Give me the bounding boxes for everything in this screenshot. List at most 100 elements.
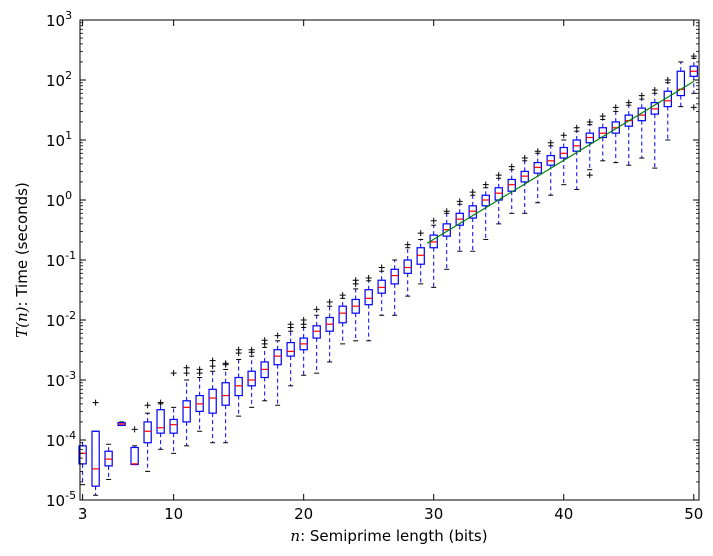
box-n-39 [546,139,555,196]
box-n-12 [195,366,204,432]
box-n-46 [637,92,646,159]
outlier-marker [209,363,216,370]
outlier-marker [300,317,307,323]
box-n-24 [351,277,360,342]
box-n-40 [559,132,568,186]
box-n-26 [377,264,386,316]
outlier-marker [287,321,294,328]
box-n-37 [520,155,529,214]
x-tick-label: 10 [164,505,183,523]
y-tick-label: 103 [46,9,72,30]
outlier-marker [625,99,632,106]
outlier-marker [157,399,164,406]
outlier-marker [495,172,502,179]
box-n-23 [338,292,347,345]
box-iqr [130,446,139,466]
box-iqr [364,289,373,306]
box-iqr [143,421,152,444]
box-n-5 [104,443,113,480]
outlier-marker [183,364,190,371]
outlier-marker [274,332,281,339]
outlier-marker [560,132,567,139]
y-tick-label: 101 [46,129,72,150]
y-tick-label: 100 [46,189,72,210]
box-iqr [286,342,295,357]
outlier-marker [534,148,541,155]
outlier-marker [183,370,190,377]
box-n-10 [169,370,178,454]
box-n-9 [156,399,165,450]
box-iqr [156,409,165,434]
outlier-marker [222,360,229,367]
outlier-marker [417,230,424,237]
y-axis-label-var: T(n) [13,306,31,338]
outlier-marker [131,426,138,433]
box-iqr [169,418,178,434]
box-iqr [637,107,646,122]
x-tick-label: 3 [78,505,88,523]
outlier-marker [638,92,645,99]
box-iqr [312,325,321,339]
y-axis-label: T(n): Time (seconds) [13,182,31,338]
x-axis-label-var: n [290,527,300,545]
box-n-47 [650,87,659,169]
outlier-marker [456,198,463,205]
box-iqr [403,259,412,274]
box-n-20 [299,317,308,376]
y-tick-label: 10-2 [46,309,76,330]
x-tick-label: 30 [424,505,443,523]
axis-ticks: 3 10 20 30 40 50 10-5 10-4 10-3 10-2 10-1 100 101 102… [46,9,703,523]
box-n-18 [273,332,282,406]
box-iqr [247,370,256,387]
outlier-marker [573,124,580,131]
box-n-42 [585,118,594,179]
box-iqr [416,247,425,265]
fit-line [426,80,695,244]
box-iqr [468,205,477,219]
x-tick-label: 40 [554,505,573,523]
box-n-7 [130,426,139,466]
outlier-marker [196,366,203,373]
box-n-6 [117,421,126,427]
outlier-marker [404,241,411,248]
x-tick-label: 50 [684,505,703,523]
y-axis-label-text: : Time (seconds) [13,182,31,306]
outlier-marker [430,217,437,224]
box-n-50 [689,53,698,111]
box-iqr [390,268,399,285]
outlier-marker [612,104,619,111]
outlier-marker [339,292,346,299]
box-n-17 [260,337,269,402]
box-iqr [91,430,100,487]
box-iqr [273,349,282,366]
box-n-4 [91,399,100,496]
outlier-marker [144,402,151,409]
outlier-marker [599,113,606,120]
outlier-marker [248,346,255,353]
box-iqr [208,388,217,414]
box-n-45 [624,99,633,166]
box-n-33 [468,189,477,252]
box-n-19 [286,321,295,387]
y-tick-label: 10-4 [46,429,76,450]
outlier-marker [235,346,242,353]
box-n-41 [572,124,581,190]
box-n-16 [247,346,256,408]
box-iqr [338,305,347,324]
outlier-marker [443,208,450,215]
outlier-marker [547,139,554,146]
box-n-43 [598,113,607,162]
outlier-marker [209,357,216,364]
outlier-marker [586,118,593,125]
y-tick-label: 102 [46,69,72,90]
box-n-8 [143,402,152,472]
box-n-48 [663,77,672,141]
outlier-marker [326,298,333,305]
outlier-marker [586,172,593,179]
box-iqr [377,279,386,294]
outlier-marker [352,277,359,284]
outlier-marker [365,275,372,282]
outlier-marker [508,163,515,170]
